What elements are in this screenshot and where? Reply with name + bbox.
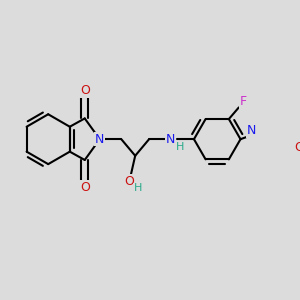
Text: O: O — [124, 175, 134, 188]
Text: O: O — [80, 181, 90, 194]
Text: N: N — [95, 133, 104, 146]
Text: O: O — [80, 85, 90, 98]
Text: F: F — [239, 95, 247, 108]
Text: N: N — [166, 133, 175, 146]
Text: O: O — [295, 141, 300, 154]
Text: H: H — [176, 142, 184, 152]
Text: H: H — [134, 183, 142, 193]
Text: N: N — [247, 124, 256, 137]
